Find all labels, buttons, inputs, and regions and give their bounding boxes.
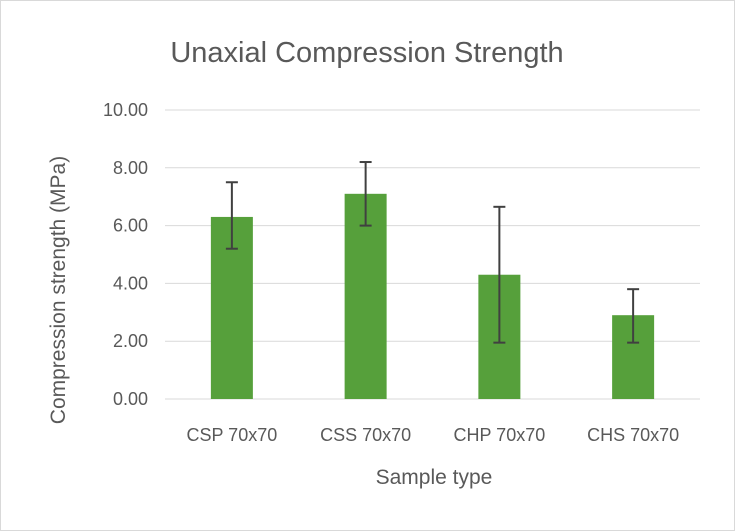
x-tick-label: CHP 70x70 [454, 425, 546, 445]
y-tick-label: 2.00 [113, 331, 148, 351]
y-tick-label: 8.00 [113, 158, 148, 178]
chart-title: Unaxial Compression Strength [170, 37, 563, 69]
y-axis-label: Compression strength (MPa) [47, 156, 70, 424]
gridlines [165, 109, 700, 400]
bars [210, 193, 655, 399]
error-bars [225, 161, 640, 344]
x-axis-ticks: CSP 70x70 CSS 70x70 CHP 70x70 CHS 70x70 [187, 425, 680, 445]
x-axis-label: Sample type [376, 466, 493, 489]
x-tick-label: CSS 70x70 [320, 425, 411, 445]
y-tick-label: 0.00 [113, 389, 148, 409]
y-tick-label: 10.00 [103, 100, 148, 120]
x-tick-label: CSP 70x70 [187, 425, 278, 445]
y-tick-label: 4.00 [113, 273, 148, 293]
x-tick-label: CHS 70x70 [587, 425, 679, 445]
bar [344, 193, 387, 399]
y-tick-label: 6.00 [113, 216, 148, 236]
y-axis-ticks: 0.00 2.00 4.00 6.00 8.00 10.00 [103, 100, 148, 409]
